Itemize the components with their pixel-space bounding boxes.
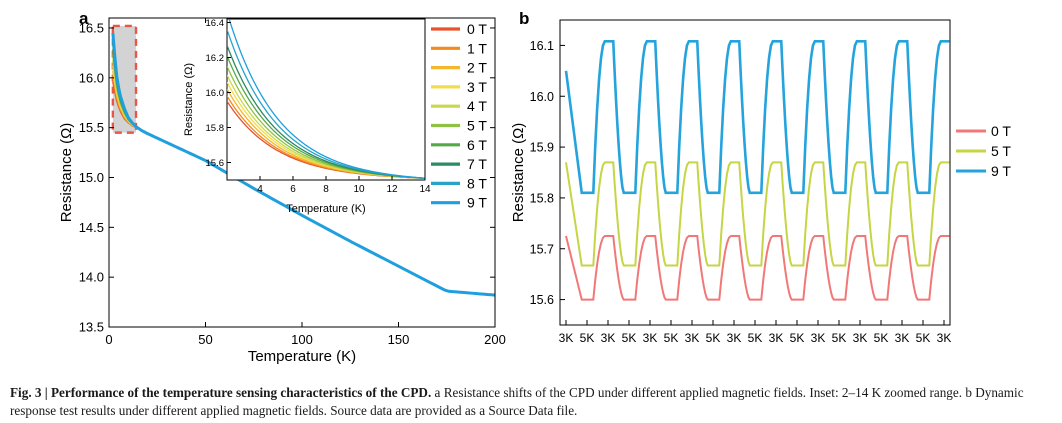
x-tick-label: 5K <box>790 331 805 345</box>
panel-label-b: b <box>519 9 529 28</box>
inset-x-tick-label: 14 <box>419 184 431 195</box>
x-tick-label: 3K <box>727 331 742 345</box>
series-line-0T <box>565 235 950 301</box>
y-tick-label: 16.1 <box>530 39 554 53</box>
legend-label: 5 T <box>991 143 1011 159</box>
inset-y-tick-label: 16.2 <box>206 53 225 64</box>
y-tick-label: 16.0 <box>79 70 104 85</box>
x-tick-label: 3K <box>895 331 910 345</box>
caption-title: Performance of the temperature sensing c… <box>51 385 432 400</box>
x-tick-label: 3K <box>811 331 826 345</box>
x-tick-label: 0 <box>105 332 112 347</box>
y-axis-label: Resistance (Ω) <box>510 123 527 223</box>
x-tick-label: 3K <box>601 331 616 345</box>
legend-label: 7 T <box>467 156 487 172</box>
x-tick-label: 150 <box>388 332 410 347</box>
y-axis-label: Resistance (Ω) <box>58 123 75 223</box>
chart-a: 0 50 100 150 200 13.5 14.0 14.5 15.0 15.5 16.0 16.5… <box>58 17 506 365</box>
y-tick-label: 16.0 <box>530 90 554 104</box>
x-tick-label: 100 <box>291 332 313 347</box>
y-tick-label: 15.5 <box>79 120 104 135</box>
inset-y-tick-label: 15.8 <box>206 123 225 134</box>
inset-x-tick-label: 4 <box>257 184 263 195</box>
x-tick-label: 5K <box>622 331 637 345</box>
legend-label: 5 T <box>467 118 487 134</box>
y-tick-label: 15.6 <box>530 293 554 307</box>
x-tick-label: 5K <box>706 331 721 345</box>
series-line-9T <box>111 32 496 297</box>
caption-text: a Resistance shifts of the CPD under dif… <box>10 385 1024 418</box>
inset-frame <box>226 18 426 181</box>
x-tick-label: 3K <box>853 331 868 345</box>
x-tick-label: 5K <box>874 331 889 345</box>
x-tick-label: 5K <box>748 331 763 345</box>
y-tick-label: 14.0 <box>79 270 104 285</box>
inset-x-tick-label: 12 <box>386 184 398 195</box>
y-tick-label: 15.9 <box>530 141 554 155</box>
legend-label: 3 T <box>467 79 487 95</box>
inset-x-tick-label: 8 <box>323 184 329 195</box>
inset-x-axis-label: Temperature (K) <box>286 203 365 215</box>
x-tick-label: 5K <box>832 331 847 345</box>
y-tick-label: 15.0 <box>79 170 104 185</box>
legend-label: 1 T <box>467 40 487 56</box>
x-tick-label: 5K <box>664 331 679 345</box>
x-tick-label: 200 <box>484 332 506 347</box>
series-line-9T <box>564 40 950 195</box>
panel-label-a: a <box>79 9 89 28</box>
x-tick-label: 50 <box>198 332 212 347</box>
x-tick-label: 3K <box>643 331 658 345</box>
legend-label: 6 T <box>467 137 487 153</box>
x-tick-label: 3K <box>685 331 700 345</box>
chart-b: 3K 5K 3K 5K 3K 5K 3K 5K 3K 5K 3K 5K 3K 5K 3K 5K 3K 5K 3K 15… <box>510 19 1011 345</box>
legend-label: 9 T <box>467 195 487 211</box>
x-tick-label: 5K <box>580 331 595 345</box>
y-tick-label: 16.5 <box>79 20 104 35</box>
inset-x-tick-label: 6 <box>290 184 296 195</box>
legend-label: 2 T <box>467 60 487 76</box>
inset-y-tick-label: 15.6 <box>206 158 225 169</box>
legend-label: 9 T <box>991 163 1011 179</box>
inset-y-tick-label: 16.0 <box>206 88 225 99</box>
y-tick-label: 14.5 <box>79 220 104 235</box>
inset-series-group <box>227 19 425 179</box>
y-tick-label: 15.7 <box>530 242 554 256</box>
inset-y-tick-label: 16.4 <box>206 18 225 29</box>
caption-lead: Fig. 3 | <box>10 385 51 400</box>
series-line-5T <box>565 161 950 267</box>
y-tick-label: 13.5 <box>79 320 104 335</box>
figure-canvas: a b 0 50 100 150 200 13.5 14.0 14.5 15.0 15.5 16.0… <box>58 9 1011 365</box>
x-tick-label: 3K <box>769 331 784 345</box>
inset-y-axis-label: Resistance (Ω) <box>183 63 195 136</box>
legend-label: 0 T <box>467 21 487 37</box>
legend-label: 0 T <box>991 123 1011 139</box>
legend-label: 8 T <box>467 175 487 191</box>
inset-series-line-9T <box>228 19 425 179</box>
figure-caption: Fig. 3 | Performance of the temperature … <box>10 384 1055 420</box>
x-tick-label: 5K <box>916 331 931 345</box>
x-axis-label: Temperature (K) <box>248 348 356 365</box>
y-tick-label: 15.8 <box>530 191 554 205</box>
x-tick-label: 3K <box>559 331 574 345</box>
inset-x-tick-label: 10 <box>353 184 365 195</box>
legend-label: 4 T <box>467 98 487 114</box>
x-tick-label: 3K <box>937 331 952 345</box>
